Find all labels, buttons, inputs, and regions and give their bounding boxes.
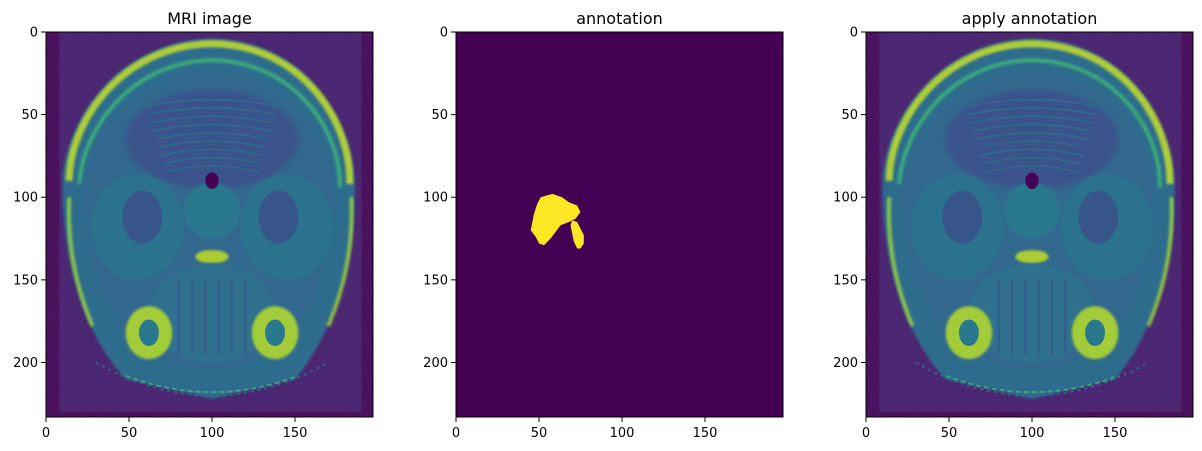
- y-tick-label: 50: [431, 108, 448, 123]
- axes-frame: [455, 31, 784, 418]
- x-tick-label: 100: [1020, 426, 1045, 441]
- x-tick-label: 0: [452, 426, 460, 441]
- x-tick-label: 100: [200, 426, 225, 441]
- panel-2: annotation 0 50 100 150 0 50 100 150 200: [423, 9, 784, 441]
- y-tick-label: 200: [423, 356, 448, 371]
- axes-frame: [865, 31, 1194, 418]
- x-tick-label: 50: [121, 426, 138, 441]
- annotation-tail: [570, 220, 584, 249]
- panel-3: apply annotation 0 50 100 150 0 50 100 150 200: [833, 9, 1194, 441]
- y-tick-label: 200: [833, 356, 858, 371]
- panel-title: MRI image: [167, 9, 252, 28]
- mri-image: [46, 32, 373, 417]
- x-tick-label: 100: [610, 426, 635, 441]
- x-tick-label: 150: [693, 426, 718, 441]
- y-tick-label: 0: [440, 26, 448, 41]
- y-tick-label: 150: [833, 273, 858, 288]
- y-tick-label: 150: [13, 273, 38, 288]
- x-tick-label: 150: [283, 426, 308, 441]
- axes-frame: [45, 31, 374, 418]
- panel-title: apply annotation: [962, 9, 1098, 28]
- x-tick-label: 50: [941, 426, 958, 441]
- x-tick-label: 50: [531, 426, 548, 441]
- y-tick-label: 100: [833, 191, 858, 206]
- annotation-main-blob: [530, 193, 581, 246]
- y-tick-label: 150: [423, 273, 448, 288]
- annotation-background: [456, 32, 783, 417]
- panel-1: MRI image 0 50 100 150 0 50 100 150 200: [13, 9, 374, 441]
- y-tick-label: 200: [13, 356, 38, 371]
- mri-image: [866, 32, 1193, 417]
- x-tick-label: 0: [42, 426, 50, 441]
- panel-title: annotation: [576, 9, 663, 28]
- x-tick-label: 150: [1103, 426, 1128, 441]
- y-tick-label: 0: [850, 26, 858, 41]
- y-tick-label: 100: [423, 191, 448, 206]
- y-tick-label: 50: [841, 108, 858, 123]
- y-tick-label: 0: [30, 26, 38, 41]
- y-tick-label: 50: [21, 108, 38, 123]
- x-tick-label: 0: [862, 426, 870, 441]
- y-tick-label: 100: [13, 191, 38, 206]
